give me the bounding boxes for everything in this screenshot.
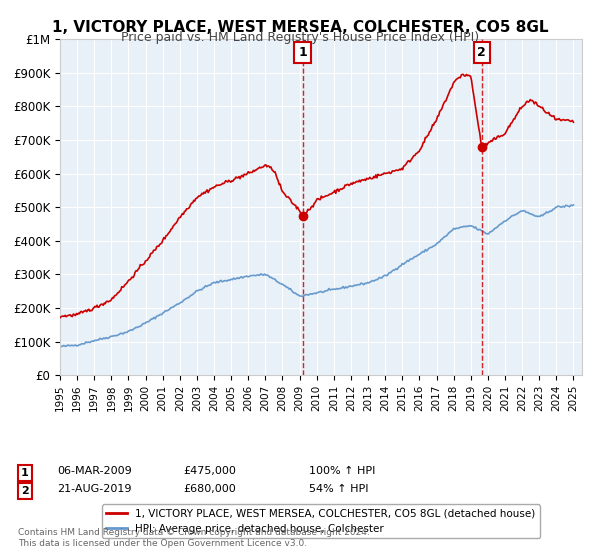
Text: Price paid vs. HM Land Registry's House Price Index (HPI): Price paid vs. HM Land Registry's House … xyxy=(121,31,479,44)
Text: 21-AUG-2019: 21-AUG-2019 xyxy=(57,484,131,494)
Text: 06-MAR-2009: 06-MAR-2009 xyxy=(57,466,132,477)
Text: 54% ↑ HPI: 54% ↑ HPI xyxy=(309,484,368,494)
Text: 2: 2 xyxy=(21,486,29,496)
Text: Contains HM Land Registry data © Crown copyright and database right 2024.
This d: Contains HM Land Registry data © Crown c… xyxy=(18,528,370,548)
Text: 1, VICTORY PLACE, WEST MERSEA, COLCHESTER, CO5 8GL: 1, VICTORY PLACE, WEST MERSEA, COLCHESTE… xyxy=(52,20,548,35)
Text: 1: 1 xyxy=(21,468,29,478)
Text: 2: 2 xyxy=(478,46,486,59)
Legend: 1, VICTORY PLACE, WEST MERSEA, COLCHESTER, CO5 8GL (detached house), HPI: Averag: 1, VICTORY PLACE, WEST MERSEA, COLCHESTE… xyxy=(102,505,540,538)
Text: 100% ↑ HPI: 100% ↑ HPI xyxy=(309,466,376,477)
Text: £680,000: £680,000 xyxy=(183,484,236,494)
Text: 1: 1 xyxy=(298,46,307,59)
Text: £475,000: £475,000 xyxy=(183,466,236,477)
